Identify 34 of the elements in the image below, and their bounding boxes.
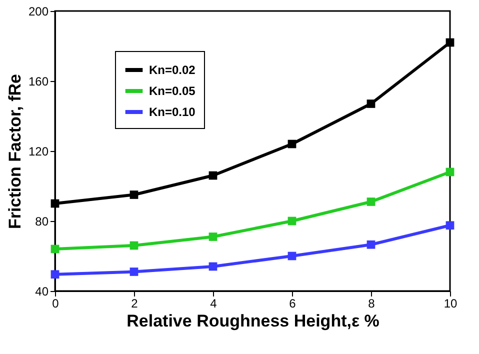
point bbox=[50, 244, 60, 254]
point bbox=[288, 252, 296, 260]
y-axis-title: Friction Factor, fRe bbox=[5, 74, 24, 229]
x-axis-title: Relative Roughness Height,ε % bbox=[126, 312, 380, 330]
point bbox=[366, 100, 376, 108]
x-tick-label: 2 bbox=[131, 296, 138, 310]
point bbox=[446, 38, 454, 47]
point bbox=[446, 168, 454, 176]
x-tick-label: 6 bbox=[289, 296, 296, 310]
point bbox=[130, 268, 138, 276]
point bbox=[288, 140, 296, 148]
point bbox=[50, 270, 60, 279]
point bbox=[366, 198, 376, 206]
y-tick-label: 80 bbox=[35, 214, 49, 228]
x-tick-label: 8 bbox=[368, 296, 376, 310]
legend-label: Kn=0.05 bbox=[149, 84, 196, 98]
y-tick-label: 40 bbox=[35, 284, 49, 298]
legend-label: Kn=0.02 bbox=[149, 63, 196, 77]
point bbox=[208, 262, 218, 271]
point bbox=[208, 232, 218, 241]
x-tick-label: 4 bbox=[210, 296, 218, 310]
point bbox=[50, 199, 60, 208]
y-tick-label: 200 bbox=[28, 4, 49, 18]
y-tick-label: 160 bbox=[28, 74, 49, 88]
point bbox=[208, 171, 218, 180]
point bbox=[130, 190, 138, 199]
x-tick-label: 10 bbox=[444, 296, 458, 310]
point bbox=[366, 240, 376, 249]
point bbox=[288, 216, 296, 226]
legend-label: Kn=0.10 bbox=[149, 105, 196, 119]
point bbox=[130, 241, 138, 250]
x-tick-label: 0 bbox=[52, 296, 60, 310]
point bbox=[446, 221, 454, 230]
y-tick-label: 120 bbox=[28, 144, 49, 158]
